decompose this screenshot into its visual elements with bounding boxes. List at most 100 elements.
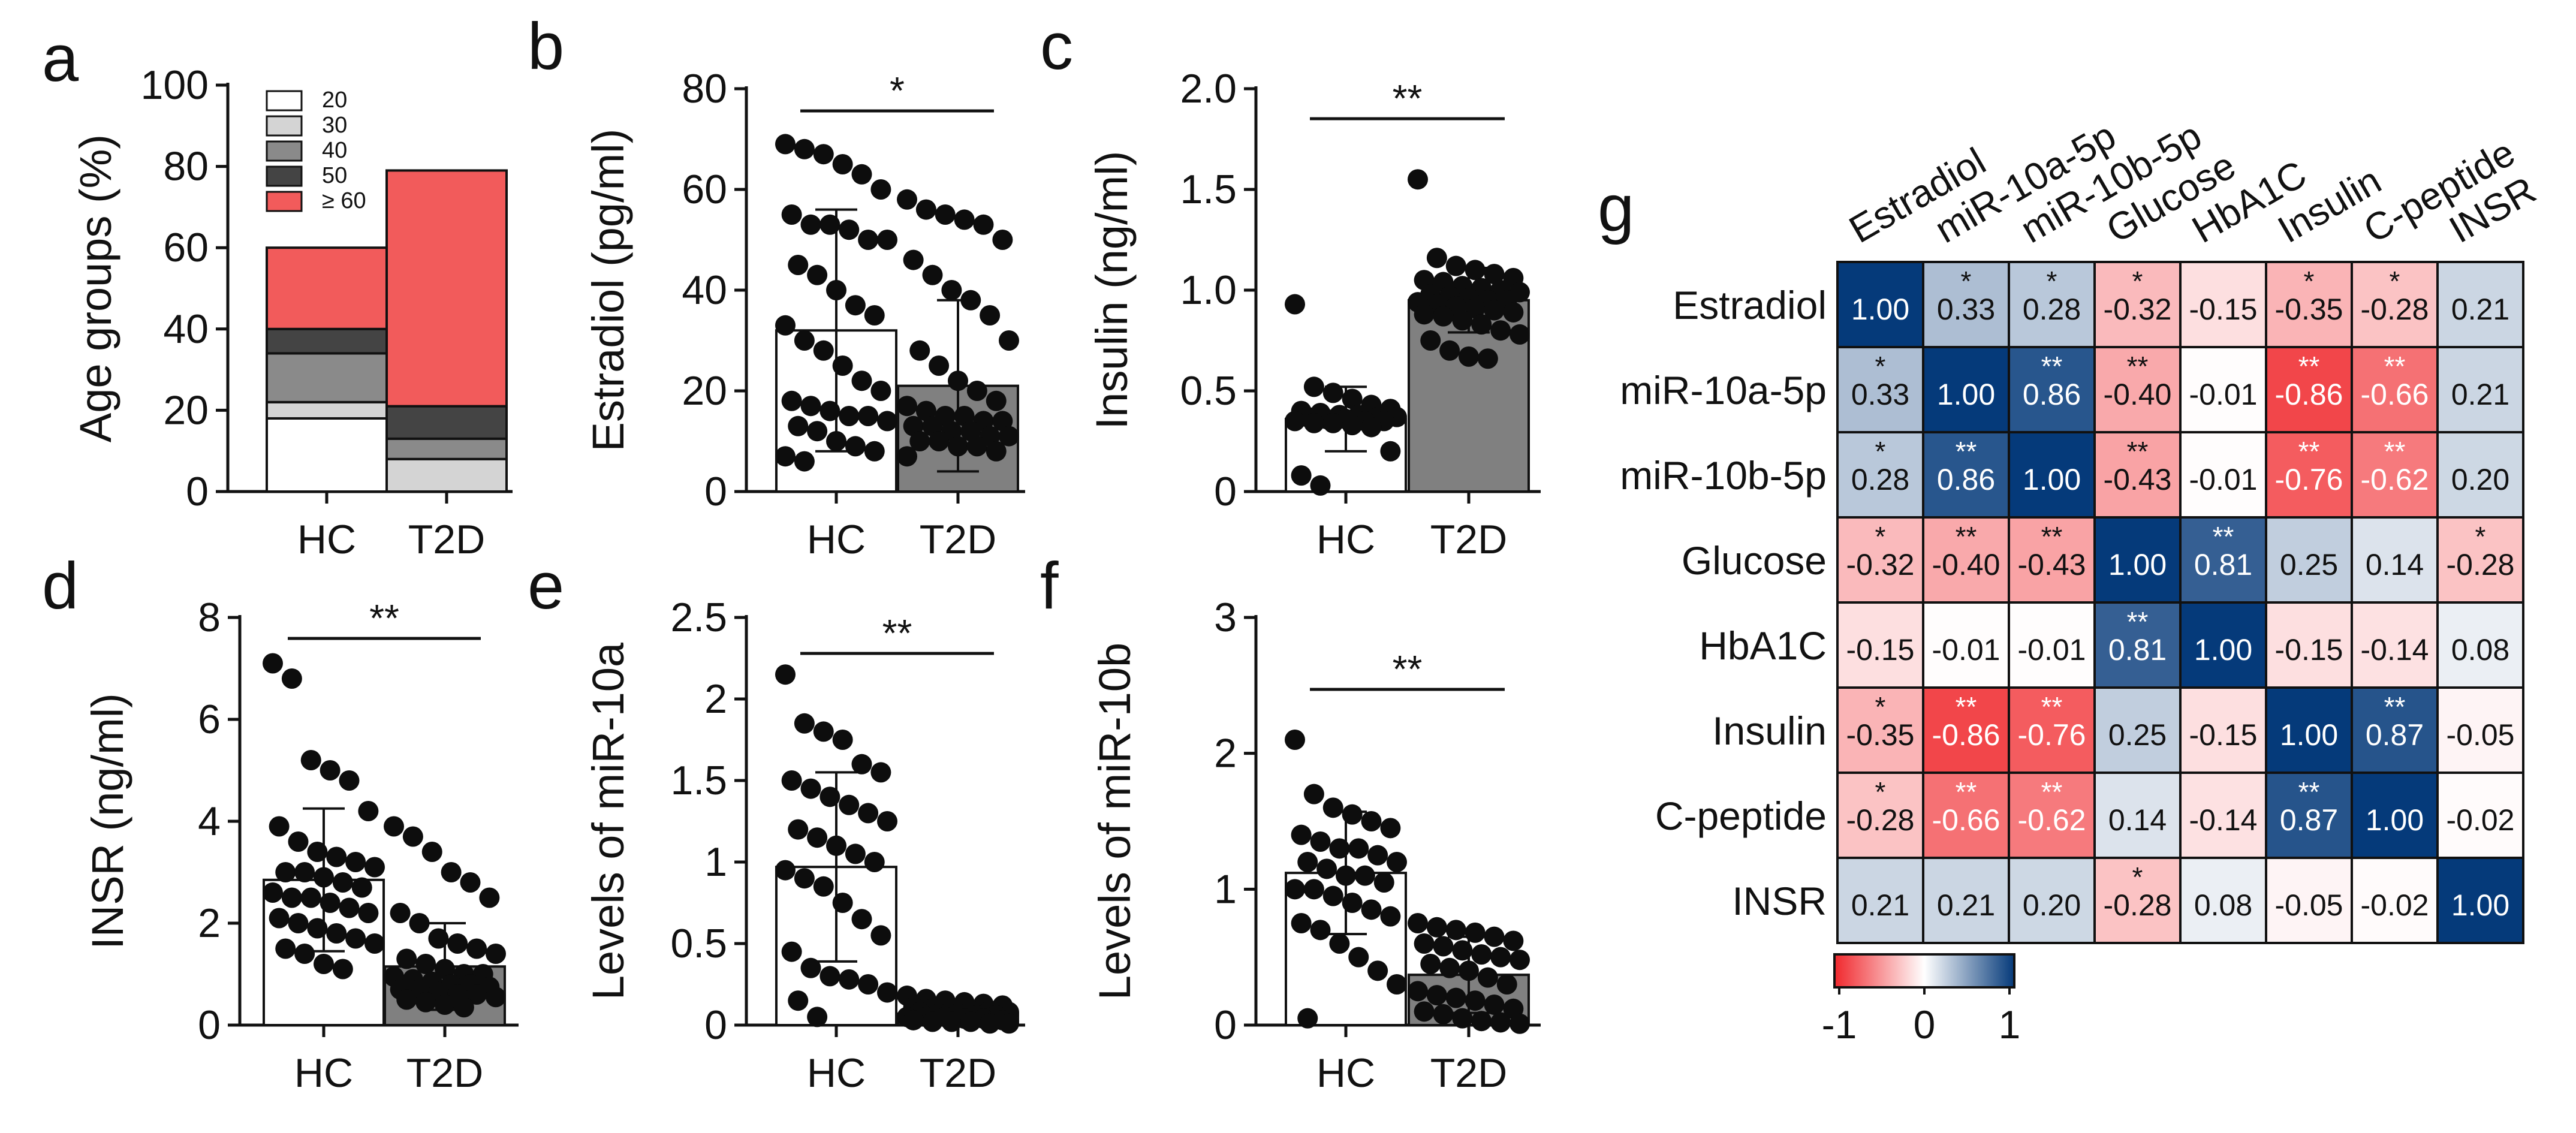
- significance-star: *: [2132, 266, 2143, 297]
- data-point: [794, 868, 815, 889]
- data-point: [788, 990, 809, 1011]
- heatmap-cell: [2093, 857, 2182, 944]
- data-point: [447, 933, 468, 954]
- data-point: [1465, 260, 1486, 281]
- data-point: [1433, 306, 1454, 327]
- heatmap-cell-value: -0.02: [2361, 888, 2429, 922]
- significance-star: *: [2047, 266, 2057, 297]
- data-point: [1285, 411, 1305, 432]
- data-point: [396, 989, 417, 1010]
- heatmap-cell-value: 0.08: [2451, 633, 2509, 667]
- y-tick-label: 60: [682, 167, 727, 212]
- significance-star: *: [2475, 521, 2486, 552]
- data-point: [1367, 845, 1388, 866]
- heatmap-cell-value: -0.43: [2018, 548, 2086, 581]
- data-point: [800, 778, 821, 799]
- heatmap-row-label: HbA1C: [1699, 623, 1827, 668]
- heatmap-row-label: Estradiol: [1673, 283, 1827, 327]
- data-point: [948, 370, 968, 391]
- data-point: [1484, 926, 1505, 947]
- y-tick-label: 0: [704, 1002, 727, 1048]
- data-point: [358, 801, 379, 821]
- data-point: [1408, 981, 1428, 1002]
- y-tick-label: 0: [186, 469, 209, 514]
- heatmap-cell-value: 0.08: [2194, 888, 2252, 922]
- data-point: [1322, 412, 1343, 433]
- significance-star: **: [1956, 436, 1977, 467]
- data-point: [1310, 475, 1331, 496]
- data-point: [275, 938, 296, 959]
- data-point: [788, 255, 809, 275]
- panel-label-g: g: [1598, 171, 1634, 245]
- data-point: [1433, 1004, 1454, 1024]
- significance-star: **: [2298, 351, 2320, 382]
- heatmap-cell: [2008, 772, 2096, 859]
- y-tick-label: 1.0: [1180, 267, 1237, 313]
- data-point: [1477, 348, 1498, 369]
- significance-label: *: [890, 69, 905, 112]
- legend-swatch: [266, 90, 303, 112]
- data-point: [263, 653, 283, 674]
- data-point: [948, 436, 968, 457]
- heatmap-cell: [2179, 261, 2267, 348]
- heatmap-cell-value: 0.25: [2108, 718, 2167, 752]
- data-point: [269, 816, 290, 837]
- data-point: [479, 887, 500, 908]
- heatmap-cell-value: 1.00: [1937, 378, 1995, 411]
- data-point: [1445, 987, 1466, 1008]
- heatmap-cell-value: -0.02: [2447, 803, 2515, 837]
- data-point: [421, 842, 442, 862]
- data-point: [1439, 340, 1460, 361]
- heatmap-cell-value: 1.00: [2366, 803, 2424, 837]
- data-point: [1484, 300, 1505, 321]
- data-point: [275, 862, 296, 882]
- x-tick-label: T2D: [920, 517, 996, 562]
- heatmap-cell-value: 0.87: [2280, 803, 2338, 837]
- heatmap-cell-value: 1.00: [2280, 718, 2338, 752]
- data-point: [909, 340, 930, 361]
- significance-star: *: [1961, 266, 1972, 297]
- data-point: [1310, 920, 1331, 941]
- data-point: [820, 214, 840, 235]
- heatmap-row-label: INSR: [1732, 879, 1827, 923]
- heatmap-cell-value: -0.15: [2189, 718, 2258, 752]
- y-tick-label: 2: [198, 900, 221, 946]
- data-point: [390, 903, 411, 923]
- data-point: [794, 713, 815, 734]
- legend-swatch: [266, 165, 303, 187]
- data-point: [288, 831, 309, 852]
- y-tick-label: 80: [682, 66, 727, 112]
- data-point: [820, 400, 840, 421]
- data-point: [1465, 922, 1486, 943]
- legend-label: 30: [322, 113, 347, 138]
- y-tick-label: 1: [1214, 866, 1237, 912]
- legend-swatch: [266, 115, 303, 137]
- heatmap-cell: [2179, 686, 2267, 774]
- data-point: [877, 411, 897, 432]
- data-point: [1490, 320, 1511, 341]
- heatmap-cell-value: 0.20: [2023, 888, 2081, 922]
- data-point: [851, 164, 872, 185]
- data-point: [1329, 838, 1350, 859]
- data-point: [269, 908, 290, 929]
- heatmap-cell-value: -0.35: [1846, 718, 1915, 752]
- stacked-bar-segment: [385, 457, 508, 493]
- data-point: [999, 426, 1019, 447]
- data-point: [1361, 811, 1382, 831]
- data-point: [300, 887, 321, 908]
- data-point: [332, 959, 353, 980]
- chart-panel-b: 0 20 40 60 80 HC T2D Estradiol (pg/ml) *: [583, 66, 1025, 562]
- chart-panel-c: 0 0.5 1.0 1.5 2.0 HC T2D Insulin (ng/ml) **: [1087, 66, 1541, 562]
- data-point: [1465, 298, 1486, 319]
- data-point: [1285, 879, 1305, 900]
- data-point: [941, 1011, 962, 1032]
- data-point: [281, 887, 302, 908]
- heatmap-cell: [2008, 346, 2096, 433]
- significance-star: **: [2127, 606, 2149, 637]
- data-point: [781, 390, 802, 411]
- y-axis-label: Levels of miR-10b: [1090, 643, 1140, 1000]
- data-point: [1414, 1001, 1435, 1022]
- data-point: [460, 872, 481, 893]
- data-point: [839, 969, 860, 990]
- data-point: [775, 134, 796, 155]
